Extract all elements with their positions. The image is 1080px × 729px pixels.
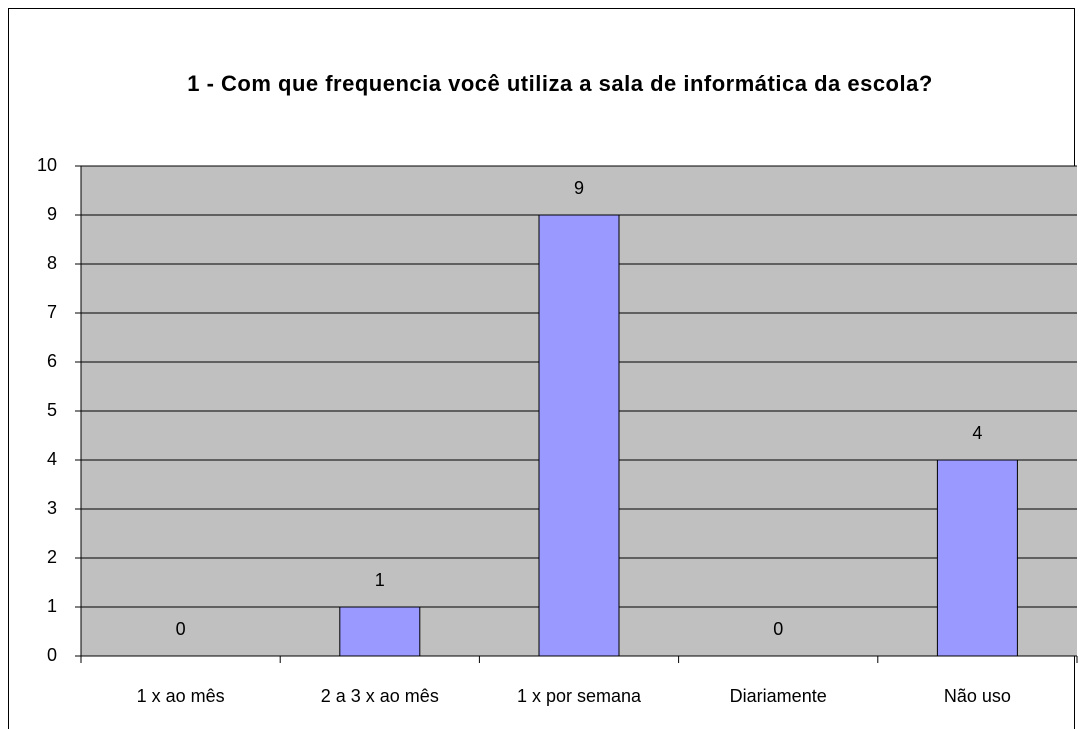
data-label: 9 [574, 178, 584, 198]
data-label: 1 [375, 570, 385, 590]
y-tick-label: 5 [47, 400, 57, 420]
x-tick-label: 2 a 3 x ao mês [321, 686, 439, 706]
y-tick-label: 9 [47, 204, 57, 224]
y-tick-label: 0 [47, 645, 57, 665]
x-tick-label: 1 x ao mês [137, 686, 225, 706]
y-tick-label: 6 [47, 351, 57, 371]
y-tick-label: 4 [47, 449, 57, 469]
x-tick-label: 1 x por semana [517, 686, 642, 706]
x-tick-label: Não uso [944, 686, 1011, 706]
data-label: 4 [972, 423, 982, 443]
data-label: 0 [176, 619, 186, 639]
y-tick-label: 2 [47, 547, 57, 567]
y-tick-label: 1 [47, 596, 57, 616]
y-tick-label: 3 [47, 498, 57, 518]
x-tick-label: Diariamente [730, 686, 827, 706]
bar [936, 459, 1018, 657]
data-label: 0 [773, 619, 783, 639]
bar [538, 214, 620, 657]
chart-title: 1 - Com que frequencia você utiliza a sa… [187, 71, 933, 96]
y-tick-label: 8 [47, 253, 57, 273]
bar [339, 606, 421, 657]
y-tick-label: 10 [37, 155, 57, 175]
y-tick-label: 7 [47, 302, 57, 322]
